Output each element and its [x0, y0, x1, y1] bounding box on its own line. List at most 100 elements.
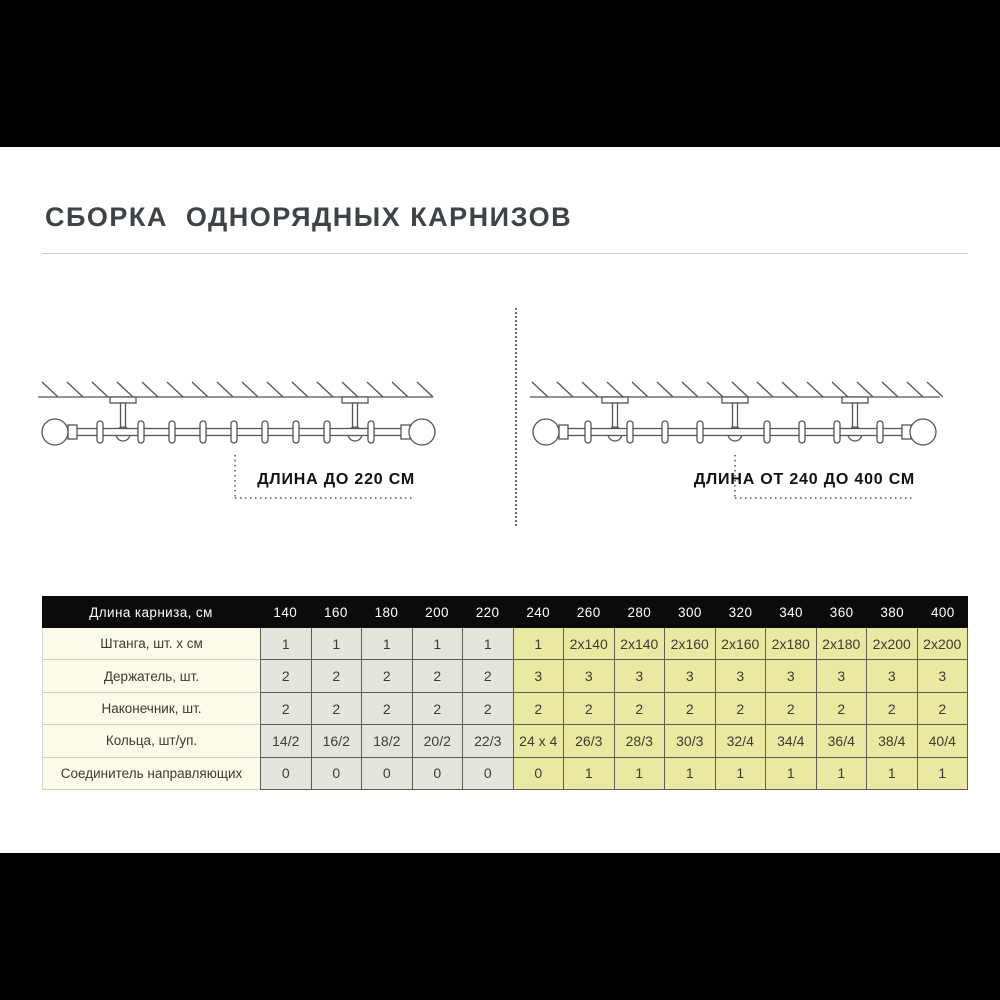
table-cell: 1 [564, 757, 615, 791]
table-cell: 1 [463, 628, 514, 661]
table-row: Штанга, шт. х см 1 1 1 1 1 1 2х140 2х140 2х160 2х1… [42, 628, 968, 661]
table-cell: 2 [867, 692, 918, 726]
table-cell: 2х140 [614, 628, 665, 661]
table-cell: 2 [412, 692, 463, 726]
table-cell: 36/4 [816, 725, 867, 758]
title-divider-line [42, 253, 968, 254]
table-cell: 1 [665, 757, 716, 791]
table-cell: 0 [260, 757, 312, 791]
short-cornice-length-label: ДЛИНА ДО 220 СМ [257, 471, 415, 488]
column-header: 140 [273, 604, 298, 620]
table-cell: 2х140 [564, 628, 615, 661]
column-header: 320 [728, 604, 753, 620]
cornice-drawing-long-icon [530, 381, 944, 499]
table-header-row: Длина карниза, см 140 160 180 200 220 240 260 2… [42, 596, 968, 628]
column-header: 360 [829, 604, 854, 620]
column-header: 380 [880, 604, 905, 620]
table-cell: 20/2 [412, 725, 463, 758]
column-header: 180 [374, 604, 399, 620]
table-cell: 32/4 [715, 725, 766, 758]
table-cell: 34/4 [766, 725, 817, 758]
table-cell: 3 [715, 660, 766, 693]
diagram-divider-dotted-line [515, 308, 517, 526]
table-cell: 0 [362, 757, 413, 791]
table-cell: 38/4 [867, 725, 918, 758]
table-header-label: Длина карниза, см [89, 604, 213, 620]
table-row: Наконечник, шт. 2 2 2 2 2 2 2 2 2 2 2 2 2 2 [42, 692, 968, 726]
column-header: 240 [526, 604, 551, 620]
table-cell: 2х160 [715, 628, 766, 661]
table-cell: 2 [917, 692, 968, 726]
bottom-black-band [0, 853, 1000, 1000]
table-cell: 22/3 [463, 725, 514, 758]
table-cell: 28/3 [614, 725, 665, 758]
table-cell: 1 [917, 757, 968, 791]
cornice-diagram-short [38, 378, 438, 508]
table-cell: 2х160 [665, 628, 716, 661]
table-cell: 3 [614, 660, 665, 693]
page-title: СБОРКА ОДНОРЯДНЫХ КАРНИЗОВ [45, 202, 573, 232]
column-header: 300 [678, 604, 702, 620]
table-cell: 16/2 [311, 725, 362, 758]
column-header: 160 [324, 604, 348, 620]
table-cell: 2 [463, 660, 514, 693]
table-cell: 1 [715, 757, 766, 791]
table-cell: 0 [463, 757, 514, 791]
table-cell: 1 [362, 628, 413, 661]
table-cell: 1 [816, 757, 867, 791]
row-label: Держатель, шт. [42, 660, 260, 693]
assembly-spec-table: Длина карниза, см 140 160 180 200 220 240 260 2… [42, 596, 968, 791]
column-header: 260 [576, 604, 601, 620]
table-cell: 3 [665, 660, 716, 693]
table-cell: 40/4 [917, 725, 968, 758]
table-cell: 2х180 [766, 628, 817, 661]
table-cell: 3 [564, 660, 615, 693]
table-cell: 3 [766, 660, 817, 693]
table-cell: 2 [766, 692, 817, 726]
cornice-drawing-short-icon [38, 381, 436, 499]
column-header: 400 [930, 604, 955, 620]
table-cell: 2 [412, 660, 463, 693]
table-cell: 1 [513, 628, 564, 661]
table-cell: 2 [260, 692, 312, 726]
table-cell: 2 [513, 692, 564, 726]
column-header: 340 [779, 604, 803, 620]
table-cell: 2 [715, 692, 766, 726]
table-cell: 2 [311, 692, 362, 726]
column-header: 280 [627, 604, 652, 620]
table-cell: 2х180 [816, 628, 867, 661]
table-cell: 2 [614, 692, 665, 726]
table-cell: 24 х 4 [513, 725, 564, 758]
cornice-diagram-long [528, 378, 944, 508]
table-cell: 1 [867, 757, 918, 791]
table-cell: 2 [260, 660, 312, 693]
table-body: Штанга, шт. х см 1 1 1 1 1 1 2х140 2х140 2х160 2х1… [42, 628, 968, 791]
table-row: Держатель, шт. 2 2 2 2 2 3 3 3 3 3 3 3 3 3 [42, 660, 968, 693]
table-cell: 14/2 [260, 725, 312, 758]
top-black-band [0, 0, 1000, 147]
table-cell: 1 [260, 628, 312, 661]
row-label: Наконечник, шт. [42, 692, 260, 726]
table-cell: 2 [362, 692, 413, 726]
table-cell: 2 [665, 692, 716, 726]
table-cell: 2 [463, 692, 514, 726]
table-cell: 1 [614, 757, 665, 791]
table-cell: 30/3 [665, 725, 716, 758]
table-cell: 3 [513, 660, 564, 693]
table-cell: 3 [867, 660, 918, 693]
table-cell: 2х200 [867, 628, 918, 661]
table-cell: 2 [362, 660, 413, 693]
table-cell: 2х200 [917, 628, 968, 661]
column-header: 200 [425, 604, 449, 620]
table-cell: 3 [816, 660, 867, 693]
table-cell: 2 [816, 692, 867, 726]
table-cell: 18/2 [362, 725, 413, 758]
row-label: Соединитель направляющих [42, 757, 260, 791]
table-cell: 0 [412, 757, 463, 791]
table-cell: 1 [311, 628, 362, 661]
table-cell: 1 [412, 628, 463, 661]
row-label: Штанга, шт. х см [42, 628, 260, 661]
long-cornice-length-label: ДЛИНА ОТ 240 ДО 400 СМ [693, 471, 915, 488]
table-cell: 3 [917, 660, 968, 693]
